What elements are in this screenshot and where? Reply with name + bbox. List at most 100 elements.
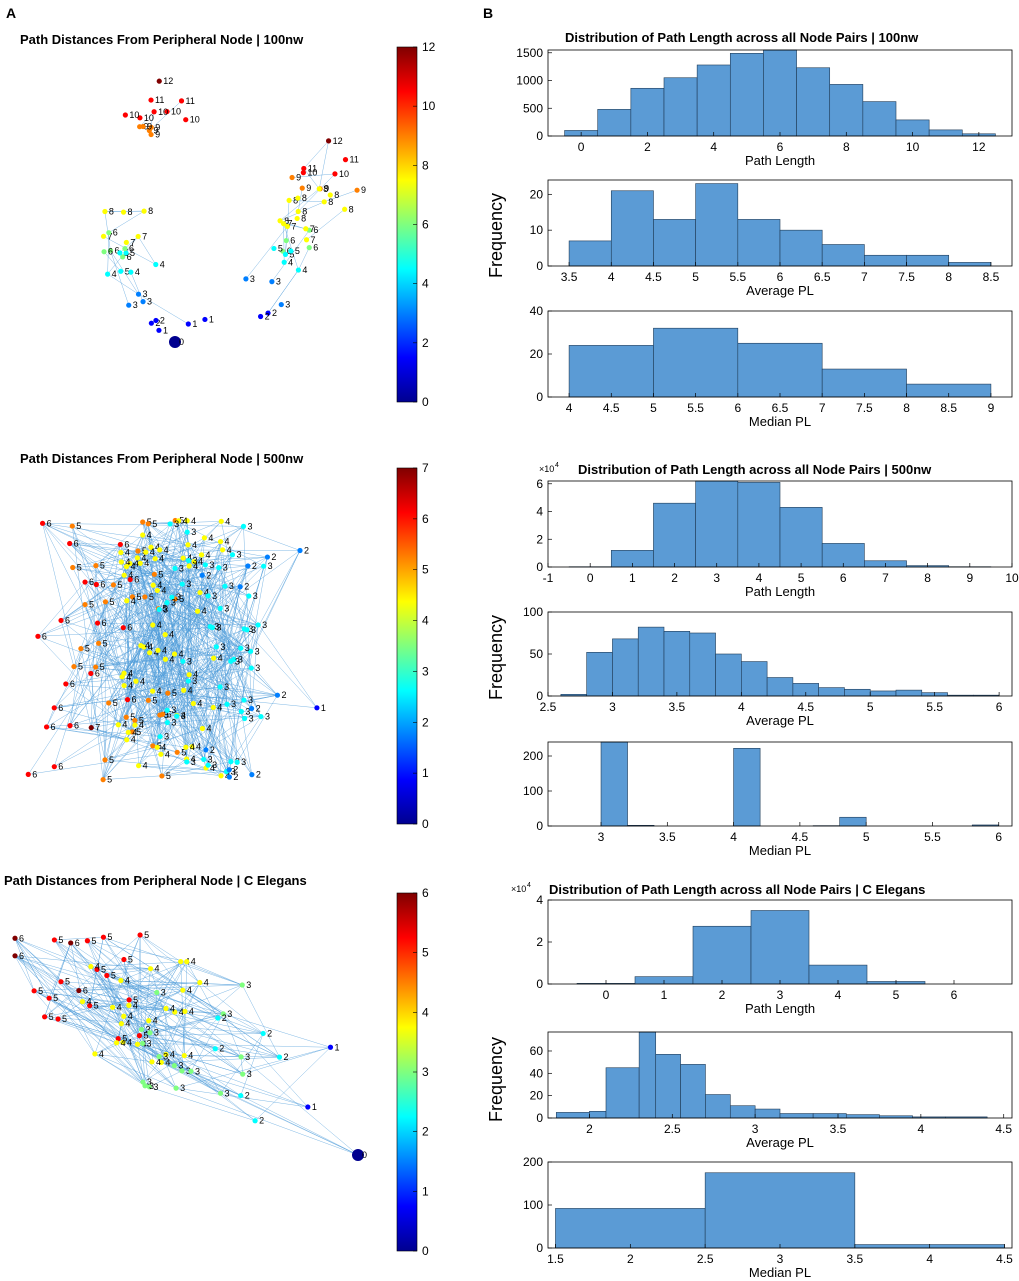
graph-node <box>212 1046 218 1052</box>
node-label: 4 <box>193 561 198 571</box>
histogram-bar <box>869 690 897 697</box>
node-label: 4 <box>125 557 130 567</box>
node-label: 5 <box>113 698 118 708</box>
node-label: 11 <box>349 155 358 165</box>
x-tick-label: 4 <box>710 140 717 154</box>
graph-node <box>147 1030 153 1036</box>
node-label: 4 <box>162 645 167 655</box>
node-label: 1 <box>321 703 326 713</box>
graph-edge <box>90 961 187 967</box>
graph-node <box>141 208 147 214</box>
node-label: 4 <box>191 516 196 526</box>
graph-node <box>171 1063 177 1069</box>
h100-title: Distribution of Path Length across all N… <box>565 30 919 45</box>
graph-edge <box>120 968 151 981</box>
graph-edge <box>72 525 122 563</box>
histogram-100nw-average-pl: 3.5 4 4.5 5 5.5 6 6.5 7 7.5 8 8.5 0 10 20 Average PL <box>530 179 1013 298</box>
x-tick-label: 4 <box>926 1252 933 1266</box>
x-tick-label: 7.5 <box>898 270 915 284</box>
graph-edge <box>148 984 243 1021</box>
node-label: 3 <box>174 519 179 529</box>
graph-node <box>84 938 91 944</box>
x-tick-label: 4 <box>738 700 745 714</box>
x-tick-label: 8 <box>843 140 850 154</box>
graph-edge <box>233 556 268 660</box>
graph-edge <box>54 939 151 1033</box>
histogram-bar <box>692 925 752 985</box>
histogram-bar <box>655 1054 681 1119</box>
node-label: 7 <box>108 231 113 241</box>
histogram-bar <box>737 219 781 267</box>
node-label: 3 <box>171 598 176 608</box>
graph-node <box>238 1054 244 1060</box>
graph-node <box>182 1008 188 1015</box>
node-label: 3 <box>163 1052 168 1062</box>
node-label: 2 <box>267 1028 272 1038</box>
graph-edge <box>228 557 268 770</box>
graph-edge <box>42 523 244 527</box>
graph-edge <box>112 1007 138 1045</box>
graph-node <box>181 1052 187 1059</box>
y-tick-label: 100 <box>523 784 543 798</box>
graph-node <box>169 336 181 348</box>
colorbar-tick-label: 10 <box>422 99 436 113</box>
graph-node <box>162 656 169 662</box>
graph-edge <box>142 1043 146 1086</box>
graph-node <box>82 601 88 608</box>
node-label: 3 <box>176 592 181 602</box>
graph-edge <box>289 200 325 203</box>
node-label: 4 <box>165 749 170 759</box>
graph-edge <box>102 592 201 780</box>
graph-node <box>162 632 168 638</box>
y-tick-label: 0 <box>536 689 543 703</box>
graph-edge <box>223 1013 242 1057</box>
node-label: 4 <box>204 978 209 988</box>
graph-edge <box>213 565 249 659</box>
graph-edge <box>188 624 259 682</box>
node-label: 4 <box>131 562 136 572</box>
x-tick-label: 7.5 <box>856 401 873 415</box>
graph-edge <box>48 997 221 1094</box>
graph-node <box>135 548 141 554</box>
node-label: 10 <box>129 110 139 120</box>
graph-node <box>122 112 128 118</box>
graph-node <box>101 249 107 255</box>
node-label: 4 <box>181 710 186 720</box>
graph-edge <box>85 581 241 587</box>
node-label: 3 <box>145 1024 150 1034</box>
histogram-bar <box>663 631 691 697</box>
graph-node <box>88 670 94 677</box>
graph-node <box>129 729 135 735</box>
x-tick-label: 10 <box>906 140 920 154</box>
graph-edge <box>14 938 35 991</box>
node-label: 2 <box>206 570 211 580</box>
graph-edge <box>152 667 252 692</box>
graph-edge <box>54 724 136 767</box>
node-label: 9 <box>153 126 158 136</box>
x-tick-label: 4 <box>835 988 842 1002</box>
histogram-bar <box>680 1064 706 1119</box>
y-tick-label: 4 <box>536 893 543 907</box>
graph-edge <box>42 523 122 563</box>
histogram-bar <box>779 229 823 267</box>
graph-node <box>153 261 159 268</box>
graph-node <box>87 1003 93 1009</box>
x-tick-label: 4 <box>730 830 737 844</box>
graph-edge <box>218 567 318 708</box>
graph-edge <box>54 939 122 1024</box>
graph-edge <box>128 1005 264 1034</box>
node-label: 3 <box>195 1066 200 1076</box>
y-tick-label: 20 <box>530 347 544 361</box>
node-label: 3 <box>238 654 243 664</box>
graph-node <box>122 245 128 252</box>
graph-edge <box>89 1005 280 1058</box>
graph-node <box>94 966 100 972</box>
node-label: 3 <box>180 1083 185 1093</box>
node-label: 3 <box>231 767 236 777</box>
histogram-bar <box>737 482 781 568</box>
graph-node <box>145 697 151 703</box>
graph-edge <box>127 699 187 748</box>
graph-node <box>102 599 109 605</box>
node-label: 8 <box>349 204 354 214</box>
